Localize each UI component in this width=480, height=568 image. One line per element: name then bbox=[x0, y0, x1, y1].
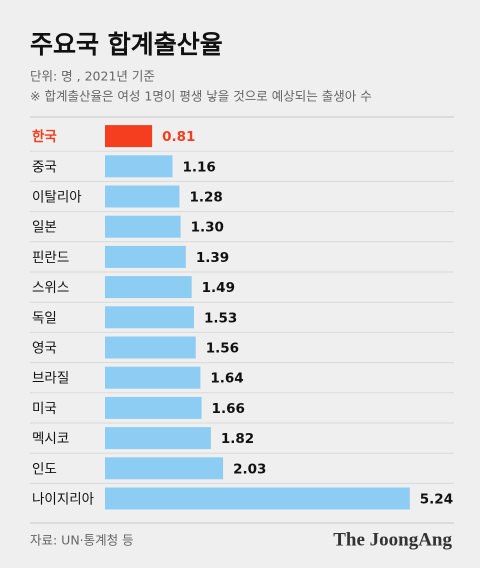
category-label: 스위스 bbox=[32, 280, 69, 296]
value-label: 1.49 bbox=[202, 280, 235, 296]
logo: The JoongAng bbox=[333, 529, 452, 550]
bar bbox=[105, 245, 186, 268]
subtitle: ※ 합계출산율은 여성 1명이 평생 낳을 것으로 예상되는 출생아 수 bbox=[30, 89, 372, 104]
chart-title: 주요국 합계출산율 bbox=[30, 30, 223, 59]
category-label: 핀란드 bbox=[32, 250, 69, 266]
value-label: 1.28 bbox=[189, 190, 222, 206]
value-label: 1.53 bbox=[204, 310, 237, 326]
bar bbox=[105, 487, 410, 510]
category-label: 멕시코 bbox=[32, 431, 69, 447]
bar bbox=[105, 457, 224, 480]
bar bbox=[105, 215, 181, 238]
value-label: 0.81 bbox=[162, 129, 195, 145]
category-label: 영국 bbox=[32, 341, 57, 357]
bar bbox=[105, 155, 173, 178]
value-label: 1.64 bbox=[210, 371, 243, 387]
category-label: 이탈리아 bbox=[32, 190, 82, 206]
value-label: 1.66 bbox=[212, 401, 245, 417]
value-label: 1.82 bbox=[221, 431, 254, 447]
bar bbox=[105, 185, 180, 208]
value-label: 1.16 bbox=[182, 159, 215, 175]
category-label: 한국 bbox=[32, 129, 57, 145]
value-label: 5.24 bbox=[420, 492, 453, 508]
value-label: 1.39 bbox=[196, 250, 229, 266]
bar bbox=[105, 306, 194, 329]
value-label: 2.03 bbox=[233, 461, 266, 477]
category-label: 브라질 bbox=[32, 371, 69, 387]
bar bbox=[105, 125, 153, 148]
category-label: 일본 bbox=[32, 220, 57, 236]
category-label: 독일 bbox=[32, 310, 57, 326]
category-label: 인도 bbox=[32, 461, 57, 477]
bar bbox=[105, 427, 211, 450]
value-label: 1.56 bbox=[206, 341, 239, 357]
bar bbox=[105, 276, 192, 299]
bar bbox=[105, 396, 202, 419]
bar bbox=[105, 366, 201, 389]
subtitle: 단위: 명 , 2021년 기준 bbox=[30, 69, 155, 84]
category-label: 미국 bbox=[32, 401, 57, 417]
source: 자료: UN·통계청 등 bbox=[30, 533, 134, 548]
category-label: 중국 bbox=[32, 159, 57, 175]
bar bbox=[105, 336, 196, 359]
value-label: 1.30 bbox=[191, 220, 224, 236]
category-label: 나이지리아 bbox=[32, 492, 95, 508]
